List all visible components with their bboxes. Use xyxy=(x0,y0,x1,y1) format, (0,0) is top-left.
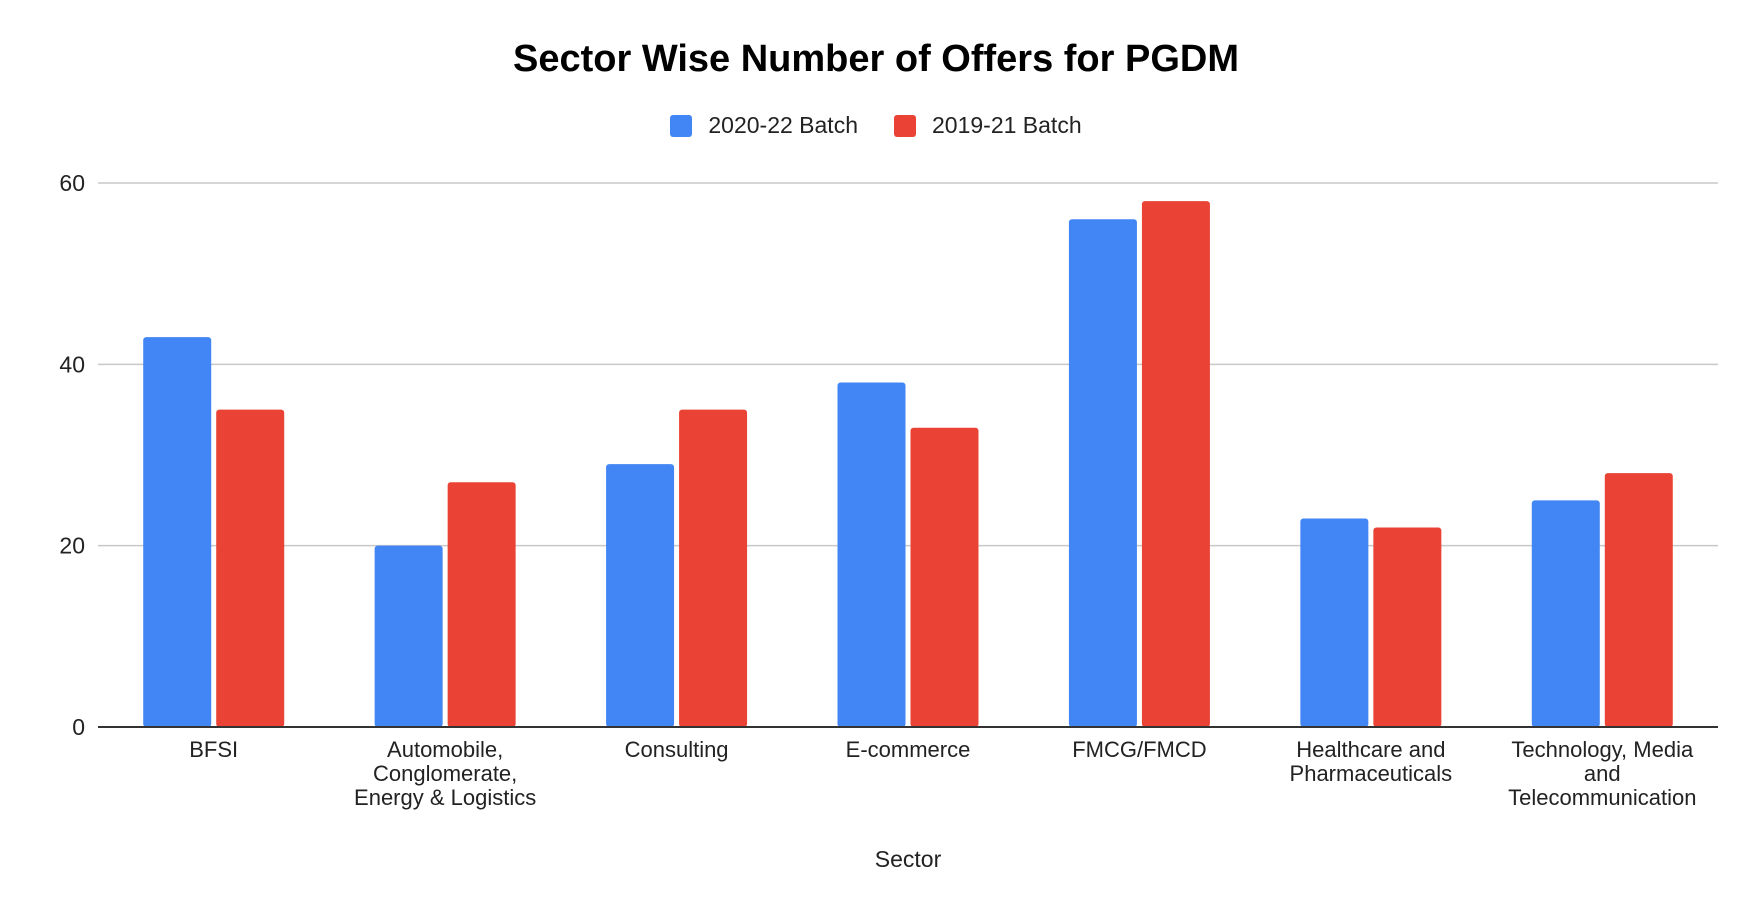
y-tick-label: 60 xyxy=(59,170,85,196)
bar-series-1[interactable] xyxy=(1373,527,1442,727)
bar-series-1[interactable] xyxy=(1604,473,1673,727)
legend-label: 2020-22 Batch xyxy=(708,112,858,138)
bar-series-1[interactable] xyxy=(679,409,748,727)
x-tick-label: BFSI xyxy=(189,737,238,762)
legend-swatch-blue xyxy=(670,114,693,137)
x-tick-label: Energy & Logistics xyxy=(354,785,536,810)
legend-label: 2019-21 Batch xyxy=(932,112,1082,138)
x-tick-label: Automobile, xyxy=(387,737,503,762)
x-tick-label: Pharmaceuticals xyxy=(1290,761,1453,786)
y-tick-label: 0 xyxy=(72,714,85,740)
x-tick-label: E-commerce xyxy=(846,737,971,762)
x-tick-label: Technology, Media xyxy=(1511,737,1694,762)
legend-swatch-red xyxy=(894,114,916,137)
bar-series-1[interactable] xyxy=(216,409,285,727)
bar-series-1[interactable] xyxy=(447,482,516,727)
bars xyxy=(143,201,1673,728)
bar-series-1[interactable] xyxy=(910,427,979,727)
bar-series-0[interactable] xyxy=(143,337,212,727)
legend: 2020-22 Batch 2019-21 Batch xyxy=(0,112,1752,139)
x-tick-label: Telecommunication xyxy=(1508,785,1696,810)
bar-series-0[interactable] xyxy=(374,545,443,727)
legend-item-series-0[interactable]: 2020-22 Batch xyxy=(670,112,858,139)
bar-series-0[interactable] xyxy=(1068,219,1137,727)
y-tick-label: 20 xyxy=(59,533,85,559)
legend-item-series-1[interactable]: 2019-21 Batch xyxy=(894,112,1082,139)
x-tick-label: Consulting xyxy=(625,737,729,762)
axes: 0 20 40 60 BFSI Automobile,Conglomerate,Energ… xyxy=(59,170,1718,810)
chart-title: Sector Wise Number of Offers for PGDM xyxy=(513,38,1239,80)
x-tick-label: and xyxy=(1584,761,1621,786)
x-tick-label: Conglomerate, xyxy=(373,761,517,786)
y-tick-label: 40 xyxy=(59,351,85,377)
gridlines xyxy=(98,182,1718,547)
x-tick-label: FMCG/FMCD xyxy=(1072,737,1206,762)
x-tick-label: Healthcare and xyxy=(1296,737,1445,762)
bar-series-0[interactable] xyxy=(606,464,675,727)
x-axis-title: Sector xyxy=(875,846,942,872)
bar-series-1[interactable] xyxy=(1141,201,1210,728)
bar-series-0[interactable] xyxy=(837,382,906,727)
bar-series-0[interactable] xyxy=(1300,518,1369,727)
bar-series-0[interactable] xyxy=(1531,500,1600,727)
